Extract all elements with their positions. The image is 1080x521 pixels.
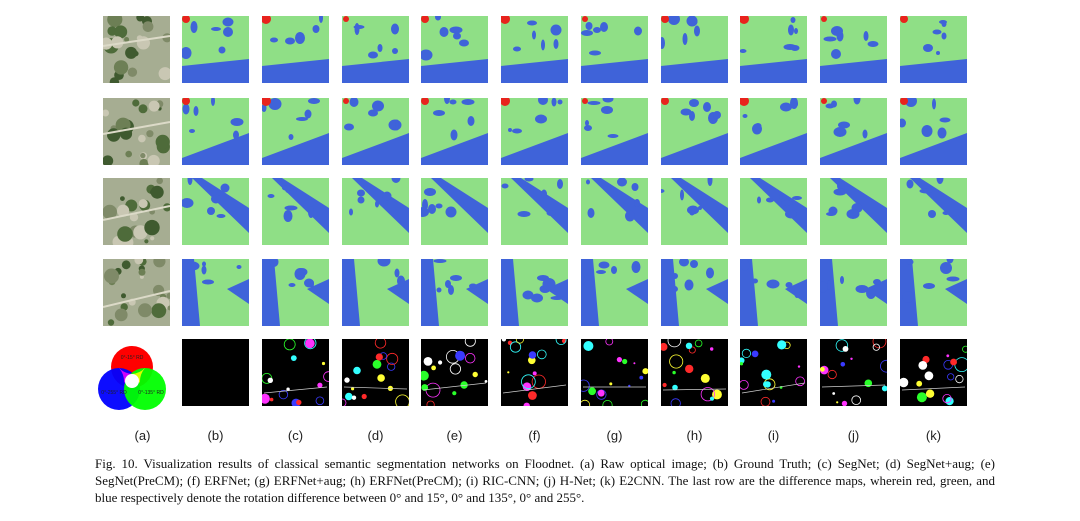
segmentation-map	[182, 98, 249, 165]
column-label: (f)	[528, 428, 541, 443]
segmentation-map	[661, 16, 728, 83]
segmentation-map	[501, 178, 568, 245]
segmentation-map	[581, 98, 648, 165]
segmentation-map	[182, 16, 249, 83]
segmentation-map	[421, 16, 488, 83]
segmentation-map	[820, 98, 887, 165]
segmentation-map	[900, 178, 967, 245]
segmentation-map	[581, 178, 648, 245]
legend-green-label: 0°-135° RD	[138, 390, 164, 396]
segmentation-map	[900, 16, 967, 83]
segmentation-map	[740, 259, 807, 326]
segmentation-map	[262, 178, 329, 245]
column-label: (i)	[767, 428, 780, 443]
raw-aerial-image	[103, 16, 170, 83]
difference-map	[182, 339, 249, 406]
column-label: (b)	[207, 428, 224, 443]
column-label: (g)	[606, 428, 623, 443]
segmentation-map	[262, 259, 329, 326]
column-label: (h)	[686, 428, 703, 443]
segmentation-map	[342, 178, 409, 245]
segmentation-map	[740, 98, 807, 165]
column-label: (k)	[925, 428, 942, 443]
column-label: (a)	[134, 428, 151, 443]
segmentation-map	[501, 16, 568, 83]
segmentation-map	[342, 16, 409, 83]
column-label: (c)	[287, 428, 304, 443]
segmentation-map	[661, 178, 728, 245]
difference-map	[661, 339, 728, 406]
raw-aerial-image	[103, 98, 170, 165]
difference-map	[740, 339, 807, 406]
column-label: (d)	[367, 428, 384, 443]
segmentation-map	[342, 98, 409, 165]
segmentation-map	[581, 16, 648, 83]
segmentation-map	[740, 178, 807, 245]
segmentation-map	[262, 16, 329, 83]
difference-map	[421, 339, 488, 406]
segmentation-map	[421, 98, 488, 165]
segmentation-map	[661, 98, 728, 165]
column-label: (j)	[847, 428, 860, 443]
segmentation-map	[182, 178, 249, 245]
segmentation-map	[900, 259, 967, 326]
rotation-difference-legend: 0°-15° RD 0°-255° RD 0°-135° RD	[96, 339, 174, 417]
segmentation-map	[820, 16, 887, 83]
difference-map	[501, 339, 568, 406]
segmentation-map	[182, 259, 249, 326]
segmentation-map	[421, 178, 488, 245]
segmentation-map	[900, 98, 967, 165]
column-label: (e)	[446, 428, 463, 443]
segmentation-map	[740, 16, 807, 83]
difference-map	[900, 339, 967, 406]
figure-caption: Fig. 10. Visualization results of classi…	[95, 456, 995, 505]
segmentation-map	[501, 259, 568, 326]
segmentation-map	[820, 259, 887, 326]
segmentation-map	[820, 178, 887, 245]
raw-aerial-image	[103, 178, 170, 245]
difference-map	[262, 339, 329, 406]
raw-aerial-image	[103, 259, 170, 326]
segmentation-map	[661, 259, 728, 326]
difference-map	[342, 339, 409, 406]
legend-blue-label: 0°-255° RD	[101, 390, 127, 396]
segmentation-map	[342, 259, 409, 326]
segmentation-map	[421, 259, 488, 326]
segmentation-map	[581, 259, 648, 326]
difference-map	[820, 339, 887, 406]
legend-red-label: 0°-15° RD	[121, 355, 144, 361]
segmentation-map	[501, 98, 568, 165]
difference-map	[581, 339, 648, 406]
segmentation-map	[262, 98, 329, 165]
